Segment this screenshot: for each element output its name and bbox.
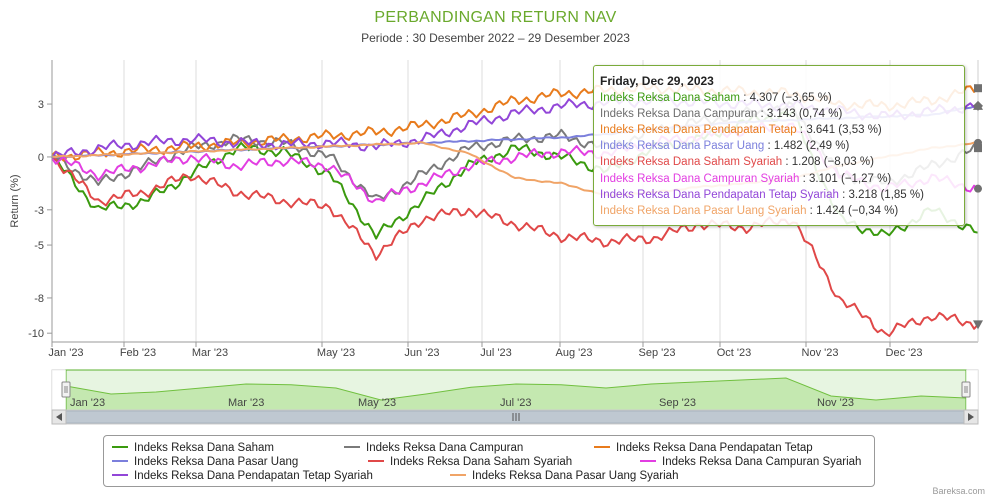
legend-label: Indeks Reksa Dana Pasar Uang [134, 456, 299, 468]
tooltip-series-name: Indeks Reksa Dana Pasar Uang [600, 140, 765, 153]
navigator-label: Mar '23 [228, 397, 264, 409]
legend-item[interactable]: Indeks Reksa Dana Pendapatan Tetap Syari… [112, 470, 373, 482]
legend-label: Indeks Reksa Dana Pendapatan Tetap [616, 442, 813, 454]
y-tick-label: -5 [34, 240, 44, 252]
legend-item[interactable]: Indeks Reksa Dana Pasar Uang [112, 456, 298, 468]
x-tick-label: Feb '23 [120, 347, 156, 359]
tooltip-row: Indeks Reksa Dana Campuran : 3.143 (0,74… [600, 108, 843, 121]
x-tick-label: Jul '23 [480, 347, 511, 359]
legend-label: Indeks Reksa Dana Pasar Uang Syariah [472, 470, 679, 482]
legend-item[interactable]: Indeks Reksa Dana Saham [112, 442, 274, 454]
tooltip-row: Indeks Reksa Dana Pasar Uang Syariah : 1… [600, 204, 899, 217]
series-end-marker [974, 184, 982, 193]
navigator-label: May '23 [358, 397, 396, 409]
series-end-marker [973, 100, 983, 111]
arrow-left-icon [56, 413, 62, 421]
tooltip-series-value: 1.482 (2,49 %) [773, 140, 850, 153]
y-tick-label: -8 [34, 293, 44, 305]
series-line[interactable] [51, 158, 979, 337]
y-tick-label: 0 [38, 152, 44, 164]
x-tick-label: May '23 [317, 347, 355, 359]
legend-swatch [112, 459, 128, 462]
legend-item[interactable]: Indeks Reksa Dana Campuran [344, 442, 523, 454]
navigator-mask-right [966, 370, 978, 410]
navigator-mask-left [52, 370, 66, 410]
tooltip-row: Indeks Reksa Dana Campuran Syariah : 3.1… [600, 172, 892, 185]
tooltip-series-name: Indeks Reksa Dana Pasar Uang Syariah [600, 204, 807, 217]
series-end-marker [974, 138, 982, 147]
x-tick-label: Oct '23 [717, 347, 752, 359]
legend-swatch [112, 473, 128, 476]
navigator-line [65, 377, 967, 401]
x-tick-label: Dec '23 [886, 347, 923, 359]
navigator-handle-right[interactable] [961, 381, 971, 398]
navigator[interactable]: Jan '23 Mar '23 May '23 Jul '23 Sep '23 Nov '… [51, 369, 979, 425]
legend-label: Indeks Reksa Dana Campuran [366, 442, 524, 454]
series-end-marker [974, 144, 982, 153]
legend-label: Indeks Reksa Dana Pendapatan Tetap Syari… [134, 470, 373, 482]
x-tick-label: Sep '23 [639, 347, 676, 359]
navigator-label: Nov '23 [817, 397, 854, 409]
tooltip-series-value: 1.424 (−0,34 %) [816, 204, 899, 217]
navigator-handle-left[interactable] [61, 381, 71, 398]
x-tick-label: Mar '23 [192, 347, 228, 359]
x-tick-label: Aug '23 [556, 347, 593, 359]
tooltip-row: Indeks Reksa Dana Saham : 4.307 (−3,65 %… [600, 92, 832, 105]
legend-label: Indeks Reksa Dana Campuran Syariah [662, 456, 862, 468]
x-tick-label: Jun '23 [404, 347, 439, 359]
navigator-label: Jul '23 [500, 397, 531, 409]
tooltip-date: Friday, Dec 29, 2023 [600, 74, 714, 88]
tooltip-row: Indeks Reksa Dana Saham Syariah : 1.208 … [600, 156, 874, 169]
tooltip-series-value: 3.101 (−1,27 %) [809, 172, 892, 185]
tooltip-series-value: 4.307 (−3,65 %) [749, 92, 832, 105]
tooltip-row: Indeks Reksa Dana Pendapatan Tetap : 3.6… [600, 124, 882, 137]
tooltip-rows: Indeks Reksa Dana Saham : 4.307 (−3,65 %… [600, 90, 958, 219]
tooltip-series-name: Indeks Reksa Dana Pendapatan Tetap Syari… [600, 188, 839, 201]
legend-item[interactable]: Indeks Reksa Dana Campuran Syariah [640, 456, 861, 468]
legend-item[interactable]: Indeks Reksa Dana Saham Syariah [368, 456, 572, 468]
series-end-marker [973, 320, 983, 330]
y-tick-label: -10 [28, 328, 44, 340]
legend-swatch [344, 445, 360, 448]
hover-tooltip: Friday, Dec 29, 2023 Indeks Reksa Dana S… [593, 65, 965, 226]
legend-swatch [640, 459, 656, 462]
tooltip-series-value: 3.143 (0,74 %) [766, 108, 843, 121]
tooltip-series-value: 3.641 (3,53 %) [806, 124, 882, 137]
legend-item[interactable]: Indeks Reksa Dana Pasar Uang Syariah [450, 470, 678, 482]
credit-link[interactable]: Bareksa.com [932, 486, 985, 496]
y-axis-title: Return (%) [9, 174, 21, 227]
y-tick-label: 3 [38, 99, 44, 111]
tooltip-series-name: Indeks Reksa Dana Saham Syariah [600, 156, 783, 169]
series-end-marker [974, 84, 982, 93]
arrow-right-icon [968, 413, 974, 421]
chart-subtitle: Periode : 30 Desember 2022 – 29 Desember… [361, 31, 630, 45]
x-tick-label: Jan '23 [48, 347, 83, 359]
tooltip-series-name: Indeks Reksa Dana Campuran [600, 108, 758, 121]
tooltip-series-name: Indeks Reksa Dana Campuran Syariah [600, 172, 800, 185]
navigator-area [66, 378, 966, 410]
navigator-label: Jan '23 [70, 397, 105, 409]
tooltip-series-name: Indeks Reksa Dana Pendapatan Tetap [600, 124, 797, 137]
y-tick-label: -3 [34, 205, 44, 217]
legend-swatch [368, 459, 384, 462]
tooltip-row: Indeks Reksa Dana Pasar Uang : 1.482 (2,… [600, 140, 850, 153]
axes: Jan '23 Feb '23 Mar '23 May '23 Jun '23 Jul '… [9, 60, 979, 359]
chart-title: PERBANDINGAN RETURN NAV [374, 9, 617, 26]
legend-item[interactable]: Indeks Reksa Dana Pendapatan Tetap [594, 442, 813, 454]
x-tick-label: Nov '23 [802, 347, 839, 359]
tooltip-row: Indeks Reksa Dana Pendapatan Tetap Syari… [600, 188, 924, 201]
navigator-label: Sep '23 [659, 397, 696, 409]
tooltip-series-name: Indeks Reksa Dana Saham [600, 92, 740, 105]
legend-swatch [594, 445, 610, 448]
series-end-markers [973, 84, 983, 330]
legend-swatch [450, 473, 466, 476]
legend-label: Indeks Reksa Dana Saham Syariah [390, 456, 573, 468]
legend-swatch [112, 445, 128, 448]
tooltip-series-value: 3.218 (1,85 %) [848, 188, 924, 201]
legend: Indeks Reksa Dana Saham Indeks Reksa Dana… [103, 435, 875, 487]
legend-label: Indeks Reksa Dana Saham [134, 442, 274, 454]
tooltip-series-value: 1.208 (−8,03 %) [791, 156, 874, 169]
